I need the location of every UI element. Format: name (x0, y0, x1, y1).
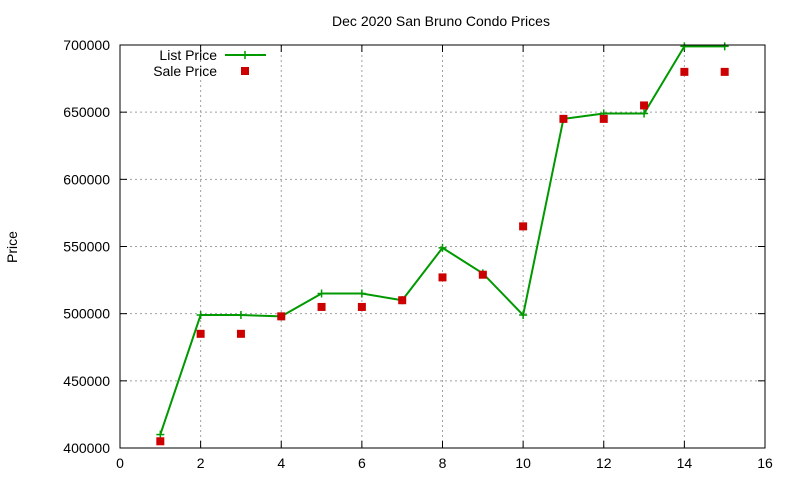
legend-label: Sale Price (153, 63, 217, 79)
list-price-point (317, 289, 326, 298)
sale-price-point (236, 329, 245, 338)
sale-price-point (196, 329, 205, 338)
x-tick-label: 2 (197, 455, 205, 471)
y-tick-label: 500000 (63, 306, 110, 322)
x-tick-label: 8 (439, 455, 447, 471)
data-markers (156, 42, 729, 446)
sale-price-point (398, 296, 407, 305)
list-price-point (640, 109, 649, 118)
y-tick-label: 550000 (63, 239, 110, 255)
x-tick-label: 6 (358, 455, 366, 471)
y-tick-label: 600000 (63, 171, 110, 187)
sale-price-point (599, 114, 608, 123)
list-price-point (680, 42, 689, 51)
sale-price-point (519, 222, 528, 231)
list-price-point (519, 311, 528, 320)
y-tick-label: 650000 (63, 104, 110, 120)
list-price-point (438, 243, 447, 252)
legend-square-marker (241, 67, 249, 75)
list-price-point (357, 289, 366, 298)
list-price-point (156, 430, 165, 439)
y-tick-label: 450000 (63, 373, 110, 389)
x-tick-label: 0 (116, 455, 124, 471)
list-price-point (720, 42, 729, 51)
x-tick-label: 4 (277, 455, 285, 471)
sale-price-point (640, 101, 649, 110)
list-price-point (196, 311, 205, 320)
sale-price-point (559, 114, 568, 123)
y-tick-label: 400000 (63, 440, 110, 456)
legend-label: List Price (159, 47, 217, 63)
sale-price-point (680, 67, 689, 76)
sale-price-point (478, 270, 487, 279)
x-tick-label: 12 (596, 455, 612, 471)
sale-price-point (277, 312, 286, 321)
plot-frame (119, 44, 766, 449)
list-price-point (236, 311, 245, 320)
x-tick-label: 16 (757, 455, 773, 471)
x-tick-label: 14 (677, 455, 693, 471)
y-axis-label: Price (4, 231, 20, 263)
sale-price-point (438, 273, 447, 282)
axis-ticks: 400000 450000 500000 550000 600000 650000 7000… (63, 37, 773, 471)
x-tick-label: 10 (515, 455, 531, 471)
y-tick-label: 700000 (63, 37, 110, 53)
sale-price-point (156, 437, 165, 446)
legend-plus-marker (241, 51, 249, 59)
sale-price-point (720, 67, 729, 76)
sale-price-point (317, 302, 326, 311)
sale-price-point (357, 302, 366, 311)
chart-title: Dec 2020 San Bruno Condo Prices (332, 13, 550, 29)
